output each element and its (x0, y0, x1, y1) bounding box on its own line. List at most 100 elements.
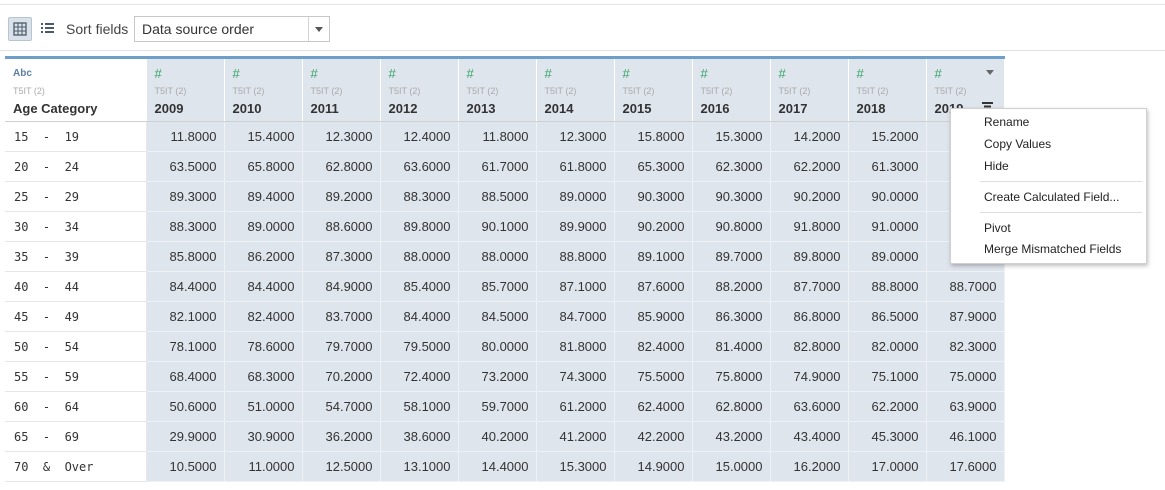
value-cell[interactable]: 87.7000 (770, 271, 849, 302)
value-cell[interactable]: 88.5000 (458, 181, 537, 212)
value-cell[interactable]: 84.7000 (536, 301, 615, 332)
column-header-year[interactable]: # T5IT (2) 2016 (692, 56, 771, 122)
value-cell[interactable]: 89.0000 (224, 211, 303, 242)
value-cell[interactable]: 43.4000 (770, 421, 849, 452)
column-header-year[interactable]: # T5IT (2) 2009 (146, 56, 225, 122)
number-type-icon[interactable]: # (544, 66, 552, 81)
number-type-icon[interactable]: # (856, 66, 864, 81)
number-type-icon[interactable]: # (700, 66, 708, 81)
value-cell[interactable]: 68.4000 (146, 361, 225, 392)
value-cell[interactable]: 82.8000 (770, 331, 849, 362)
column-header-year[interactable]: # T5IT (2) 2013 (458, 56, 537, 122)
value-cell[interactable]: 16.2000 (770, 451, 849, 482)
value-cell[interactable]: 89.0000 (848, 241, 927, 272)
value-cell[interactable]: 72.4000 (380, 361, 459, 392)
value-cell[interactable]: 43.2000 (692, 421, 771, 452)
value-cell[interactable]: 89.2000 (302, 181, 381, 212)
age-category-cell[interactable]: 35 - 39 (5, 241, 147, 272)
value-cell[interactable]: 84.9000 (302, 271, 381, 302)
value-cell[interactable]: 29.9000 (146, 421, 225, 452)
string-type-icon[interactable]: Abc (13, 68, 32, 79)
value-cell[interactable]: 74.3000 (536, 361, 615, 392)
value-cell[interactable]: 38.6000 (380, 421, 459, 452)
value-cell[interactable]: 82.1000 (146, 301, 225, 332)
value-cell[interactable]: 78.1000 (146, 331, 225, 362)
age-category-cell[interactable]: 30 - 34 (5, 211, 147, 242)
value-cell[interactable]: 90.3000 (614, 181, 693, 212)
value-cell[interactable]: 70.2000 (302, 361, 381, 392)
value-cell[interactable]: 88.0000 (380, 241, 459, 272)
value-cell[interactable]: 75.1000 (848, 361, 927, 392)
value-cell[interactable]: 87.6000 (614, 271, 693, 302)
value-cell[interactable]: 86.8000 (770, 301, 849, 332)
number-type-icon[interactable]: # (388, 66, 396, 81)
value-cell[interactable]: 83.7000 (302, 301, 381, 332)
value-cell[interactable]: 80.0000 (458, 331, 537, 362)
column-header-year[interactable]: # T5IT (2) 2014 (536, 56, 615, 122)
value-cell[interactable]: 11.8000 (458, 121, 537, 152)
value-cell[interactable]: 88.2000 (692, 271, 771, 302)
number-type-icon[interactable]: # (310, 66, 318, 81)
value-cell[interactable]: 82.3000 (926, 331, 1005, 362)
value-cell[interactable]: 91.8000 (770, 211, 849, 242)
value-cell[interactable]: 90.8000 (692, 211, 771, 242)
value-cell[interactable]: 63.6000 (770, 391, 849, 422)
value-cell[interactable]: 61.3000 (848, 151, 927, 182)
value-cell[interactable]: 88.3000 (146, 211, 225, 242)
value-cell[interactable]: 88.0000 (458, 241, 537, 272)
value-cell[interactable]: 15.8000 (614, 121, 693, 152)
value-cell[interactable]: 11.0000 (224, 451, 303, 482)
value-cell[interactable]: 90.2000 (614, 211, 693, 242)
sort-fields-dropdown[interactable]: Data source order (134, 16, 330, 42)
column-header-year[interactable]: # T5IT (2) 2011 (302, 56, 381, 122)
menu-item-rename[interactable]: Rename (984, 115, 1030, 129)
value-cell[interactable]: 88.3000 (380, 181, 459, 212)
value-cell[interactable]: 84.4000 (146, 271, 225, 302)
value-cell[interactable]: 87.3000 (302, 241, 381, 272)
value-cell[interactable]: 15.2000 (848, 121, 927, 152)
value-cell[interactable]: 89.8000 (380, 211, 459, 242)
value-cell[interactable]: 85.8000 (146, 241, 225, 272)
value-cell[interactable]: 14.4000 (458, 451, 537, 482)
value-cell[interactable]: 15.3000 (692, 121, 771, 152)
value-cell[interactable]: 86.3000 (692, 301, 771, 332)
value-cell[interactable]: 15.0000 (692, 451, 771, 482)
value-cell[interactable]: 90.2000 (770, 181, 849, 212)
value-cell[interactable]: 90.0000 (848, 181, 927, 212)
value-cell[interactable]: 13.1000 (380, 451, 459, 482)
value-cell[interactable]: 12.4000 (380, 121, 459, 152)
value-cell[interactable]: 42.2000 (614, 421, 693, 452)
value-cell[interactable]: 85.4000 (380, 271, 459, 302)
value-cell[interactable]: 91.0000 (848, 211, 927, 242)
value-cell[interactable]: 45.3000 (848, 421, 927, 452)
value-cell[interactable]: 62.3000 (692, 151, 771, 182)
value-cell[interactable]: 59.7000 (458, 391, 537, 422)
value-cell[interactable]: 11.8000 (146, 121, 225, 152)
number-type-icon[interactable]: # (934, 66, 942, 81)
value-cell[interactable]: 51.0000 (224, 391, 303, 422)
value-cell[interactable]: 68.3000 (224, 361, 303, 392)
column-header-year[interactable]: # T5IT (2) 2017 (770, 56, 849, 122)
age-category-cell[interactable]: 65 - 69 (5, 421, 147, 452)
value-cell[interactable]: 78.6000 (224, 331, 303, 362)
value-cell[interactable]: 15.4000 (224, 121, 303, 152)
value-cell[interactable]: 15.3000 (536, 451, 615, 482)
menu-item-merge-mismatched-fields[interactable]: Merge Mismatched Fields (984, 242, 1122, 256)
value-cell[interactable]: 36.2000 (302, 421, 381, 452)
value-cell[interactable]: 61.7000 (458, 151, 537, 182)
number-type-icon[interactable]: # (778, 66, 786, 81)
value-cell[interactable]: 65.3000 (614, 151, 693, 182)
value-cell[interactable]: 84.5000 (458, 301, 537, 332)
age-category-cell[interactable]: 60 - 64 (5, 391, 147, 422)
value-cell[interactable]: 79.7000 (302, 331, 381, 362)
menu-item-hide[interactable]: Hide (984, 159, 1009, 173)
value-cell[interactable]: 88.8000 (848, 271, 927, 302)
value-cell[interactable]: 63.6000 (380, 151, 459, 182)
list-view-button[interactable] (36, 17, 60, 41)
grid-view-button[interactable] (8, 17, 32, 41)
value-cell[interactable]: 73.2000 (458, 361, 537, 392)
value-cell[interactable]: 62.2000 (848, 391, 927, 422)
age-category-cell[interactable]: 70 & Over (5, 451, 147, 482)
value-cell[interactable]: 61.2000 (536, 391, 615, 422)
value-cell[interactable]: 75.5000 (614, 361, 693, 392)
